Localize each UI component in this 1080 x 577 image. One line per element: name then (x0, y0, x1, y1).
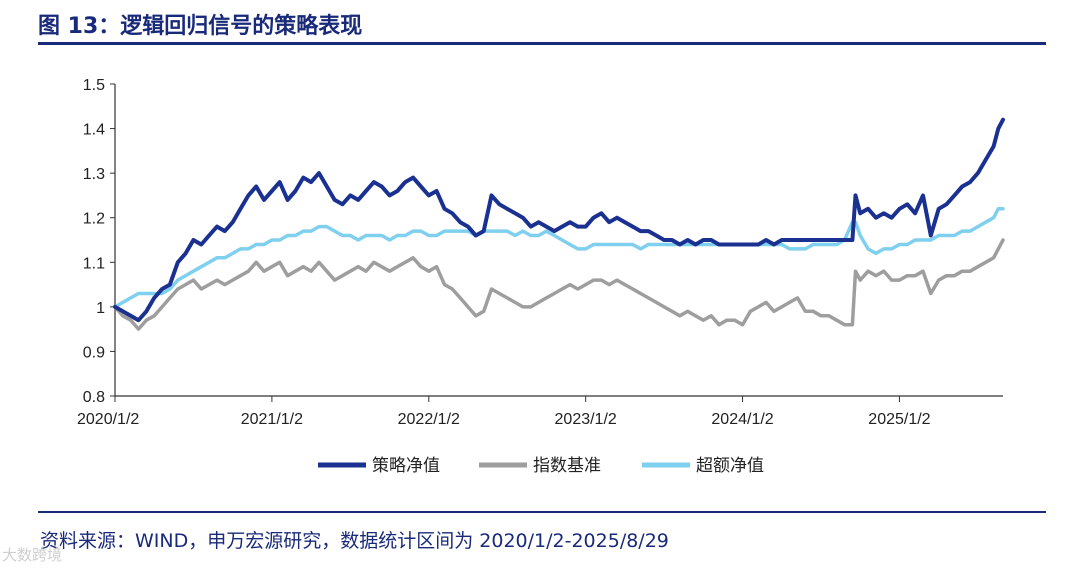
y-tick-label: 1.3 (83, 166, 105, 183)
legend-item-0: 策略净值 (318, 456, 440, 476)
title-underline (38, 42, 1046, 45)
x-tick-label: 2024/1/2 (711, 411, 773, 428)
legend-item-2: 超额净值 (642, 456, 764, 476)
x-tick-label: 2020/1/2 (77, 411, 139, 428)
series-lines (113, 117, 1005, 331)
series-line-1 (113, 238, 1005, 331)
y-tick-label: 1 (96, 300, 105, 317)
source-note: 资料来源：WIND，申万宏源研究，数据统计区间为 2020/1/2-2025/8… (40, 530, 669, 552)
y-tick-label: 0.9 (83, 344, 105, 361)
page-title: 图 13：逻辑回归信号的策略表现 (38, 14, 363, 39)
watermark: 大数跨境 (2, 546, 63, 564)
series-line-2 (113, 207, 1005, 309)
footer-divider (38, 511, 1046, 513)
y-tick-label: 0.8 (83, 389, 105, 406)
series-line-0 (113, 117, 1005, 323)
x-tick-label: 2021/1/2 (241, 411, 303, 428)
x-tick-label: 2023/1/2 (555, 411, 617, 428)
x-axis: 2020/1/2 2021/1/2 2022/1/2 2023/1/2 2024/1/2… (77, 395, 1003, 428)
legend-label: 超额净值 (696, 456, 764, 476)
y-tick-label: 1.2 (83, 211, 105, 228)
x-tick-label: 2025/1/2 (868, 411, 930, 428)
y-axis: 0.8 0.9 1 1.1 1.2 1.3 1.4 1.5 (83, 77, 116, 406)
legend-item-1: 指数基准 (479, 456, 601, 476)
legend: 策略净值 指数基准 超额净值 (318, 456, 764, 476)
y-tick-label: 1.1 (83, 255, 105, 272)
y-tick-label: 1.4 (83, 122, 105, 139)
legend-label: 策略净值 (372, 456, 440, 476)
legend-label: 指数基准 (533, 456, 601, 476)
y-tick-label: 1.5 (83, 77, 105, 94)
x-tick-label: 2022/1/2 (398, 411, 460, 428)
line-chart: 0.80.911.11.21.31.41.5 2020/1/2 2021/1/2 2… (77, 77, 1005, 476)
